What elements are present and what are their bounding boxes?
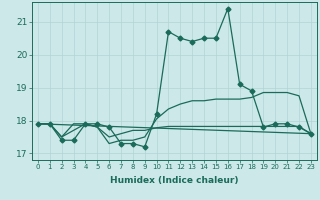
- X-axis label: Humidex (Indice chaleur): Humidex (Indice chaleur): [110, 176, 239, 185]
